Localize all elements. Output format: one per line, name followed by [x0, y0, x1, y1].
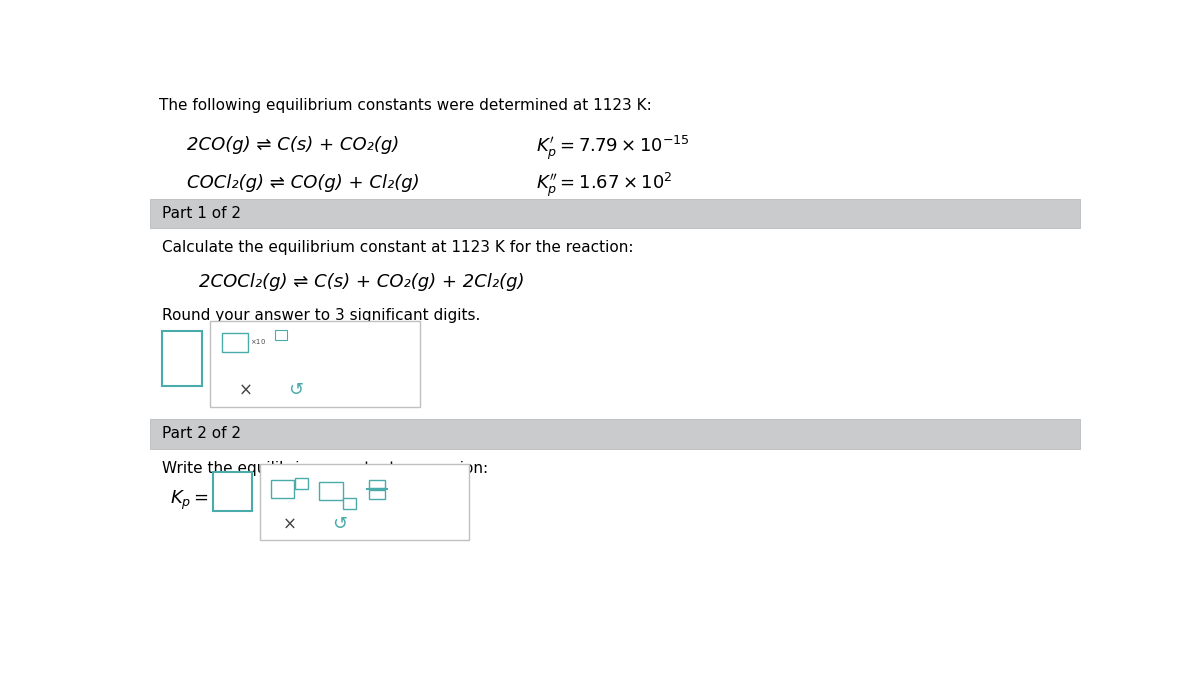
Bar: [162, 332, 202, 386]
Text: $K_p=$: $K_p=$: [170, 489, 209, 512]
Text: Write the equilibrium constant expression:: Write the equilibrium constant expressio…: [162, 461, 488, 476]
Text: ×: ×: [239, 381, 252, 399]
Bar: [271, 480, 294, 498]
Text: Calculate the equilibrium constant at 1123 K for the reaction:: Calculate the equilibrium constant at 11…: [162, 240, 634, 255]
Bar: [210, 321, 420, 407]
Text: COCl₂(g) ⇌ CO(g) + Cl₂(g): COCl₂(g) ⇌ CO(g) + Cl₂(g): [187, 173, 420, 192]
Text: Part 2 of 2: Part 2 of 2: [162, 426, 241, 441]
Text: ×: ×: [283, 515, 296, 533]
Bar: [368, 479, 385, 488]
Text: ↺: ↺: [332, 515, 348, 533]
Bar: [343, 498, 356, 508]
Text: The following equilibrium constants were determined at 1123 K:: The following equilibrium constants were…: [160, 98, 652, 113]
Bar: [368, 490, 385, 499]
Text: $K_p''= 1.67 \times 10^{2}$: $K_p''= 1.67 \times 10^{2}$: [536, 171, 672, 199]
Text: 2CO(g) ⇌ C(s) + CO₂(g): 2CO(g) ⇌ C(s) + CO₂(g): [187, 136, 400, 154]
Text: 2COCl₂(g) ⇌ C(s) + CO₂(g) + 2Cl₂(g): 2COCl₂(g) ⇌ C(s) + CO₂(g) + 2Cl₂(g): [199, 273, 524, 291]
Text: $_{\times 10}$: $_{\times 10}$: [250, 337, 265, 347]
Bar: [214, 473, 252, 511]
Text: ↺: ↺: [288, 381, 302, 399]
Bar: [319, 481, 342, 500]
Text: $K_p'= 7.79 \times 10^{-15}$: $K_p'= 7.79 \times 10^{-15}$: [536, 133, 690, 162]
Bar: [150, 198, 1080, 228]
Text: Part 1 of 2: Part 1 of 2: [162, 206, 241, 221]
Bar: [222, 332, 247, 352]
Bar: [295, 479, 308, 489]
Bar: [275, 330, 287, 340]
Bar: [150, 419, 1080, 449]
Bar: [259, 464, 469, 540]
Text: Round your answer to 3 significant digits.: Round your answer to 3 significant digit…: [162, 308, 480, 323]
